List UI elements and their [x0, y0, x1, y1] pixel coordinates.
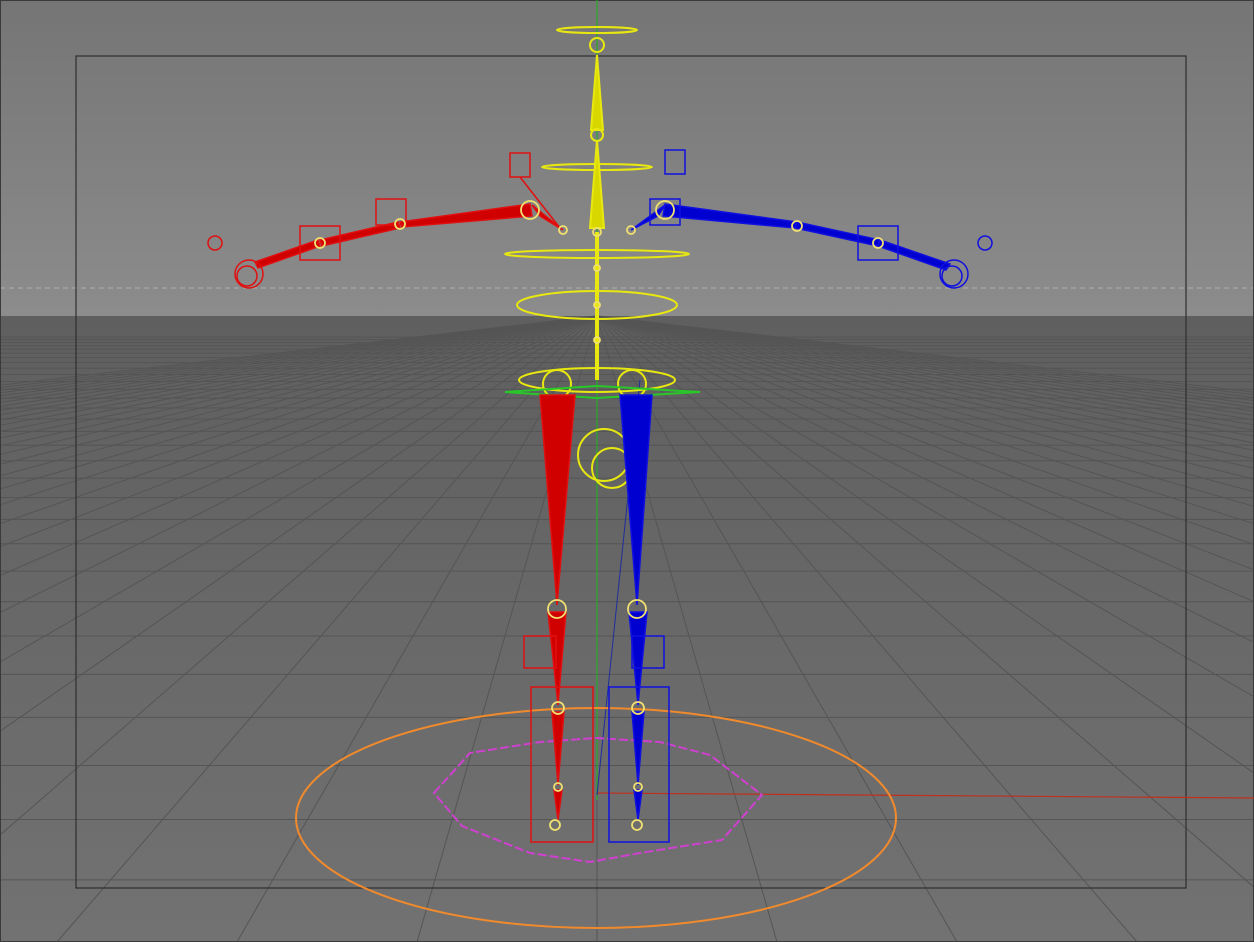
grid-line — [0, 315, 598, 465]
grid-line — [596, 315, 1254, 643]
grid-line — [596, 315, 1254, 774]
grid-line — [0, 315, 598, 426]
grid-line — [596, 315, 1254, 426]
grid-line — [0, 315, 598, 577]
grid-line — [596, 315, 1254, 507]
main-control — [432, 736, 764, 864]
grid-line — [0, 315, 598, 548]
leg-right — [608, 394, 670, 843]
root-control — [295, 707, 897, 929]
grid-line — [596, 315, 1254, 525]
grid-line — [596, 315, 1254, 888]
arm-right — [630, 149, 993, 289]
grid-line — [0, 315, 598, 477]
grid-line — [596, 315, 1254, 469]
grid-line — [56, 315, 598, 942]
spine — [504, 26, 690, 489]
grid-line — [0, 315, 598, 447]
grid-line — [596, 315, 1254, 480]
grid-line — [0, 315, 598, 490]
grid-line — [0, 315, 598, 432]
grid-line — [596, 315, 1254, 698]
grid-line — [0, 315, 598, 663]
grid-line — [596, 315, 1254, 451]
x-axis — [596, 792, 1254, 799]
joints — [314, 200, 884, 831]
grid-line — [0, 315, 598, 506]
safe-frame — [75, 55, 1187, 889]
grid-line — [596, 315, 1254, 431]
grid-line — [596, 315, 1254, 444]
grid-line — [236, 315, 598, 942]
grid-line — [0, 315, 598, 525]
floor-grid — [0, 315, 1254, 942]
grid-line — [0, 315, 598, 732]
grid-line — [596, 315, 1254, 571]
grid-line — [596, 315, 1138, 942]
grid-line — [596, 315, 1254, 493]
grid-line — [0, 315, 598, 455]
grid-line — [0, 315, 598, 439]
leg-left — [523, 394, 594, 843]
grid-line — [596, 315, 1254, 437]
grid-line — [596, 315, 1254, 603]
grid-line — [596, 315, 1254, 546]
grid-line — [0, 315, 598, 614]
grid-line — [596, 315, 958, 942]
grid-line — [596, 315, 1254, 460]
sky — [0, 0, 1254, 316]
grid-line — [0, 315, 598, 836]
